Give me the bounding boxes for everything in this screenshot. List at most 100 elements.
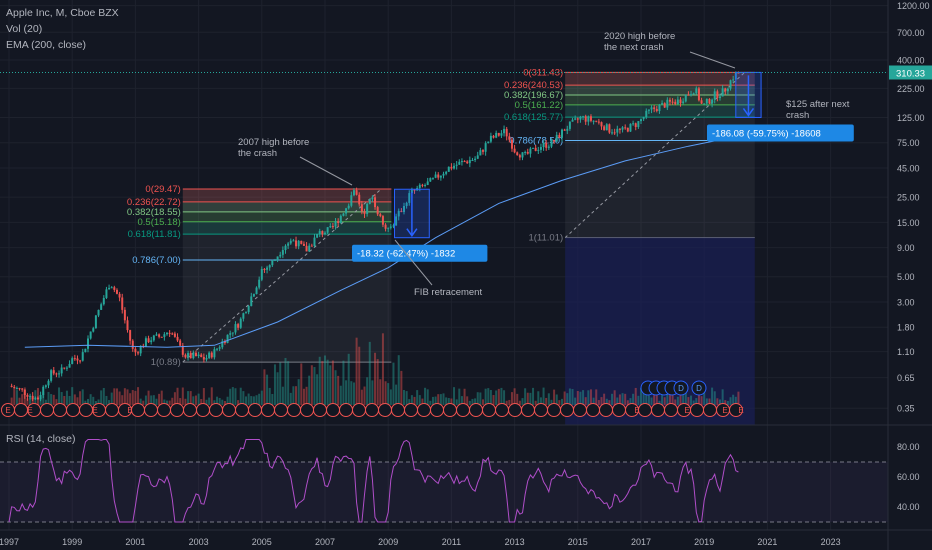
earnings-marker[interactable]: [144, 403, 158, 417]
earnings-marker[interactable]: [469, 403, 483, 417]
earnings-marker[interactable]: [196, 403, 210, 417]
volume-bar: [31, 397, 34, 405]
dividend-marker[interactable]: [673, 380, 689, 396]
earnings-marker[interactable]: [339, 403, 353, 417]
earnings-marker[interactable]: [222, 403, 236, 417]
earnings-marker[interactable]: [131, 403, 145, 417]
earnings-marker[interactable]: [690, 403, 704, 417]
candle-body: [115, 289, 118, 294]
earnings-e-label: E: [5, 406, 10, 415]
candle-body: [218, 347, 221, 349]
legend-ema[interactable]: EMA (200, close): [6, 39, 86, 51]
volume-bar: [29, 397, 32, 405]
volume-bar: [166, 400, 168, 405]
earnings-marker[interactable]: [456, 403, 470, 417]
earnings-marker[interactable]: [417, 403, 431, 417]
earnings-e-label: E: [92, 406, 97, 415]
candle-body: [653, 107, 656, 109]
earnings-marker[interactable]: [404, 403, 418, 417]
legend-volume[interactable]: Vol (20): [6, 23, 43, 35]
earnings-events[interactable]: E E E E E E E E D D: [1, 380, 744, 417]
earnings-marker[interactable]: [534, 403, 548, 417]
volume-bar: [616, 397, 619, 405]
candle-body: [144, 338, 147, 347]
candle-body: [387, 227, 390, 229]
earnings-marker[interactable]: [651, 403, 665, 417]
candle-body: [55, 373, 58, 375]
earnings-marker[interactable]: [14, 403, 28, 417]
volume-bar: [611, 393, 614, 405]
volume-bar: [587, 390, 590, 405]
earnings-marker[interactable]: [508, 403, 522, 417]
volume-bar: [200, 399, 203, 405]
candle-body: [187, 353, 190, 358]
earnings-marker[interactable]: [235, 403, 249, 417]
candle-body: [605, 124, 608, 131]
legend-symbol[interactable]: Apple Inc, M, Cboe BZX: [6, 7, 119, 19]
volume-bar: [363, 386, 366, 405]
volume-bar: [71, 387, 74, 405]
earnings-marker[interactable]: [664, 403, 678, 417]
earnings-marker[interactable]: [66, 403, 80, 417]
earnings-marker[interactable]: [105, 403, 119, 417]
rsi-legend[interactable]: RSI (14, close): [6, 433, 76, 445]
volume-bar: [308, 375, 311, 405]
earnings-marker[interactable]: [495, 403, 509, 417]
earnings-marker[interactable]: [521, 403, 535, 417]
earnings-marker[interactable]: [157, 403, 171, 417]
earnings-marker[interactable]: [40, 403, 54, 417]
earnings-marker[interactable]: [560, 403, 574, 417]
earnings-marker[interactable]: [53, 403, 67, 417]
volume-bar: [632, 393, 635, 405]
fib-2020-level-label: 0.786(78.50): [509, 135, 563, 146]
earnings-marker[interactable]: [378, 403, 392, 417]
earnings-marker[interactable]: [482, 403, 496, 417]
earnings-marker[interactable]: [183, 403, 197, 417]
earnings-marker[interactable]: [313, 403, 327, 417]
candle-body: [700, 100, 703, 104]
earnings-marker[interactable]: [248, 403, 262, 417]
earnings-marker[interactable]: [391, 403, 405, 417]
candle-body: [455, 164, 458, 166]
volume-bar: [640, 388, 642, 405]
earnings-marker[interactable]: [79, 403, 93, 417]
earnings-marker[interactable]: [365, 403, 379, 417]
volume-bar: [668, 393, 671, 405]
earnings-marker[interactable]: [261, 403, 275, 417]
earnings-marker[interactable]: [586, 403, 600, 417]
earnings-marker[interactable]: [170, 403, 184, 417]
candle-body: [484, 143, 487, 152]
earnings-marker[interactable]: [703, 403, 717, 417]
volume-bar: [134, 390, 137, 405]
earnings-marker[interactable]: [547, 403, 561, 417]
volume-bar: [439, 394, 442, 405]
earnings-marker[interactable]: [729, 403, 743, 417]
volume-bar: [97, 399, 100, 405]
volume-bar: [734, 396, 737, 405]
earnings-marker[interactable]: [300, 403, 314, 417]
volume-bar: [539, 397, 542, 405]
candle-body: [10, 385, 13, 387]
earnings-marker[interactable]: [573, 403, 587, 417]
dividend-marker[interactable]: [691, 380, 707, 396]
candle-body: [374, 197, 377, 208]
earnings-marker[interactable]: [274, 403, 288, 417]
volume-bar: [553, 389, 556, 405]
candle-body: [345, 208, 348, 214]
volume-bar: [168, 400, 171, 405]
candle-body: [668, 99, 671, 102]
earnings-marker[interactable]: [443, 403, 457, 417]
earnings-marker[interactable]: [209, 403, 223, 417]
earnings-marker[interactable]: [612, 403, 626, 417]
candle-body: [447, 166, 450, 172]
volume-bar: [387, 383, 390, 405]
earnings-marker[interactable]: [599, 403, 613, 417]
earnings-marker[interactable]: [287, 403, 301, 417]
earnings-marker[interactable]: [430, 403, 444, 417]
earnings-marker[interactable]: [352, 403, 366, 417]
earnings-marker[interactable]: [638, 403, 652, 417]
candle-body: [476, 155, 479, 159]
earnings-marker[interactable]: [326, 403, 340, 417]
